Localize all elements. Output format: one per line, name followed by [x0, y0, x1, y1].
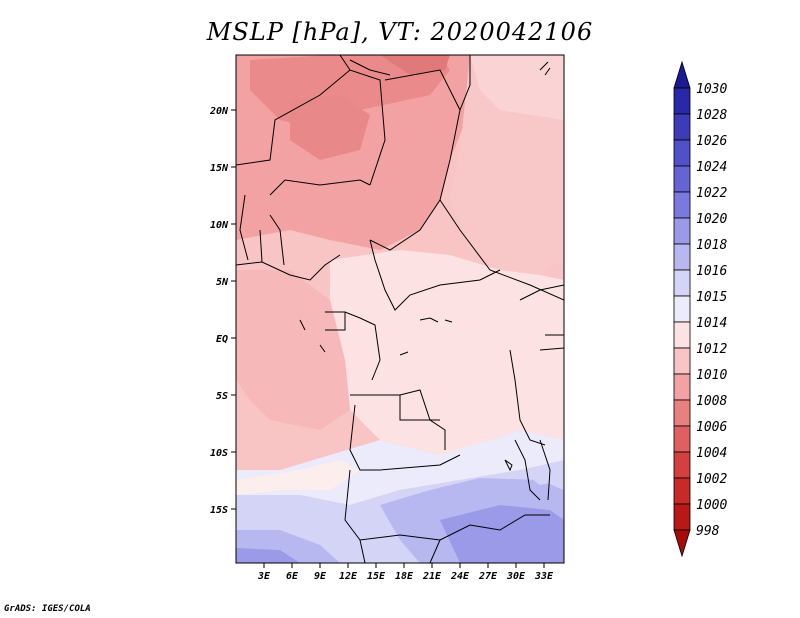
- colorbar-label: 998: [696, 524, 720, 539]
- colorbar-segment: [673, 503, 691, 531]
- colorbar-segment: [673, 295, 691, 323]
- lon-label: 33E: [534, 571, 554, 582]
- colorbar-segment: [673, 321, 691, 349]
- colorbar-label: 1022: [696, 186, 727, 201]
- grads-credit: GrADS: IGES/COLA: [4, 604, 91, 614]
- country-borders: [236, 55, 564, 563]
- lon-label: 24E: [450, 571, 470, 582]
- colorbar-label: 1030: [696, 82, 727, 97]
- lon-label: 18E: [395, 571, 414, 582]
- colorbar: 1030 1028 1026 1024 1022 1020 1018 1016 1015 1014…: [673, 60, 727, 558]
- colorbar-label: 1004: [696, 446, 727, 461]
- map-frame: [235, 54, 565, 564]
- colorbar-label: 1012: [696, 342, 727, 357]
- colorbar-segment: [673, 165, 691, 193]
- lon-label: 21E: [422, 571, 442, 582]
- lon-label: 9E: [314, 571, 327, 582]
- lat-ticks: [231, 109, 236, 510]
- lat-label: 15S: [210, 505, 228, 516]
- colorbar-label: 1016: [696, 264, 727, 279]
- lon-label: 3E: [257, 571, 271, 582]
- lon-labels: 3E 6E 9E 12E 15E 18E 21E 24E 27E 30E 33E: [257, 571, 554, 582]
- colorbar-segment: [673, 425, 691, 453]
- colorbar-top-arrow: [673, 60, 691, 89]
- colorbar-segment: [673, 269, 691, 297]
- lon-label: 27E: [478, 571, 498, 582]
- lat-label: 20N: [209, 106, 229, 117]
- lon-label: 6E: [286, 571, 299, 582]
- colorbar-segment: [673, 243, 691, 271]
- colorbar-label: 1015: [696, 290, 727, 305]
- colorbar-label: 1002: [696, 472, 727, 487]
- colorbar-segment: [673, 217, 691, 245]
- lat-label: 10S: [210, 448, 228, 459]
- lon-label: 15E: [367, 571, 386, 582]
- lat-label: 15N: [210, 163, 229, 174]
- colorbar-segment: [673, 477, 691, 505]
- colorbar-label: 1026: [696, 134, 727, 149]
- colorbar-segment: [673, 113, 691, 141]
- lat-labels: 20N 15N 10N 5N EQ 5S 10S 15S: [209, 106, 229, 516]
- lat-label: 5N: [216, 277, 229, 288]
- colorbar-segment: [673, 399, 691, 427]
- colorbar-label: 1014: [696, 316, 727, 331]
- lon-label: 30E: [506, 571, 526, 582]
- colorbar-segment: [673, 191, 691, 219]
- colorbar-label: 1008: [696, 394, 727, 409]
- lon-label: 12E: [339, 571, 358, 582]
- lat-label: 5S: [216, 391, 228, 402]
- colorbar-bottom-arrow: [673, 529, 691, 558]
- colorbar-segment: [673, 451, 691, 479]
- colorbar-label: 1018: [696, 238, 727, 253]
- lat-label: 10N: [210, 220, 229, 231]
- colorbar-label: 1006: [696, 420, 727, 435]
- lat-label: EQ: [216, 334, 228, 345]
- pressure-field: [236, 55, 564, 563]
- colorbar-label: 1000: [696, 498, 727, 513]
- colorbar-segment: [673, 139, 691, 167]
- colorbar-label: 1020: [696, 212, 727, 227]
- colorbar-segment: [673, 373, 691, 401]
- colorbar-segment: [673, 87, 691, 115]
- colorbar-label: 1024: [696, 160, 727, 175]
- lon-ticks: [263, 563, 545, 568]
- colorbar-label: 1028: [696, 108, 727, 123]
- colorbar-label: 1010: [696, 368, 727, 383]
- colorbar-segment: [673, 347, 691, 375]
- map-title: MSLP [hPa], VT: 2020042106: [206, 18, 594, 46]
